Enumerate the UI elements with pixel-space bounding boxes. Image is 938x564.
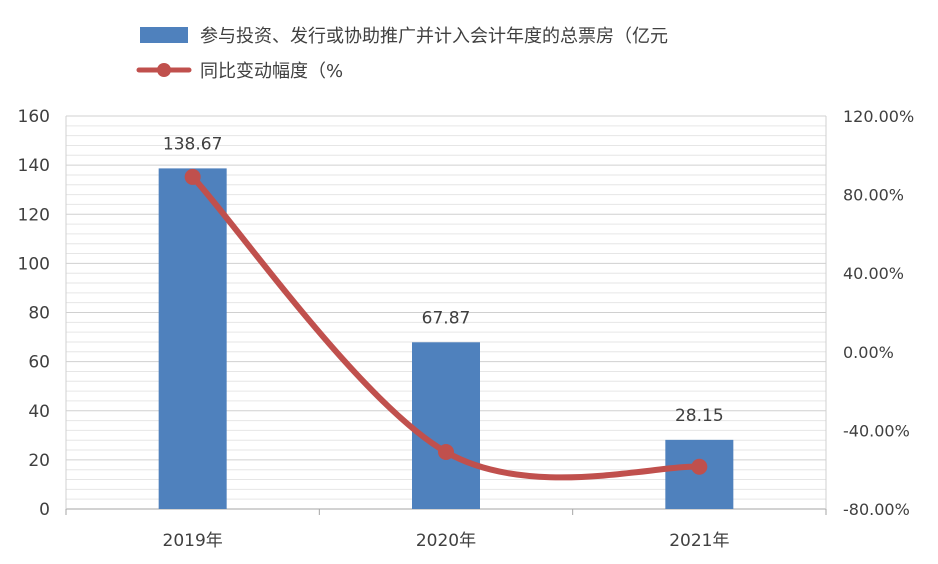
left-tick-label: 60 (28, 353, 50, 373)
right-tick-label: 0.00% (843, 343, 894, 362)
left-tick-label: 40 (28, 402, 50, 422)
legend-bar-label: 参与投资、发行或协助推广并计入会计年度的总票房（亿元 (200, 26, 668, 47)
bar-data-label: 67.87 (422, 308, 471, 328)
bar-series (158, 168, 734, 509)
legend: 参与投资、发行或协助推广并计入会计年度的总票房（亿元 同比变动幅度（% (136, 26, 668, 82)
right-axis-ticks: -80.00% -40.00% 0.00% 40.00% 80.00% 120.00% (843, 107, 914, 519)
right-tick-label: 120.00% (843, 107, 914, 126)
left-tick-label: 0 (39, 500, 50, 520)
line-point (691, 458, 708, 475)
left-tick-label: 80 (28, 304, 50, 324)
right-tick-label: 80.00% (843, 186, 904, 205)
line-series (184, 168, 708, 481)
right-tick-label: -80.00% (843, 500, 910, 519)
bar-data-label: 28.15 (675, 406, 724, 426)
x-tick-label: 2021年 (669, 531, 729, 551)
left-tick-label: 100 (18, 254, 50, 274)
x-tick-label: 2020年 (416, 531, 476, 551)
right-tick-label: -40.00% (843, 421, 910, 440)
x-tick-label: 2019年 (163, 531, 223, 551)
line-point (184, 168, 201, 185)
left-tick-label: 120 (18, 205, 50, 225)
legend-line-label: 同比变动幅度（% (200, 61, 343, 82)
line-point (438, 444, 454, 461)
legend-line-marker (157, 63, 171, 77)
bar-data-label: 138.67 (163, 134, 222, 154)
bar (158, 168, 227, 509)
legend-bar-swatch (140, 27, 188, 43)
x-axis-ticks: 2019年 2020年 2021年 (163, 531, 730, 551)
left-tick-label: 160 (18, 107, 50, 127)
right-tick-label: 40.00% (843, 264, 904, 283)
left-tick-label: 20 (28, 451, 50, 471)
bar-data-labels: 138.67 67.87 28.15 (163, 134, 724, 425)
left-tick-label: 140 (18, 156, 50, 176)
bar (412, 342, 480, 509)
left-axis-ticks: 0 20 40 60 80 100 120 140 160 (18, 107, 50, 520)
